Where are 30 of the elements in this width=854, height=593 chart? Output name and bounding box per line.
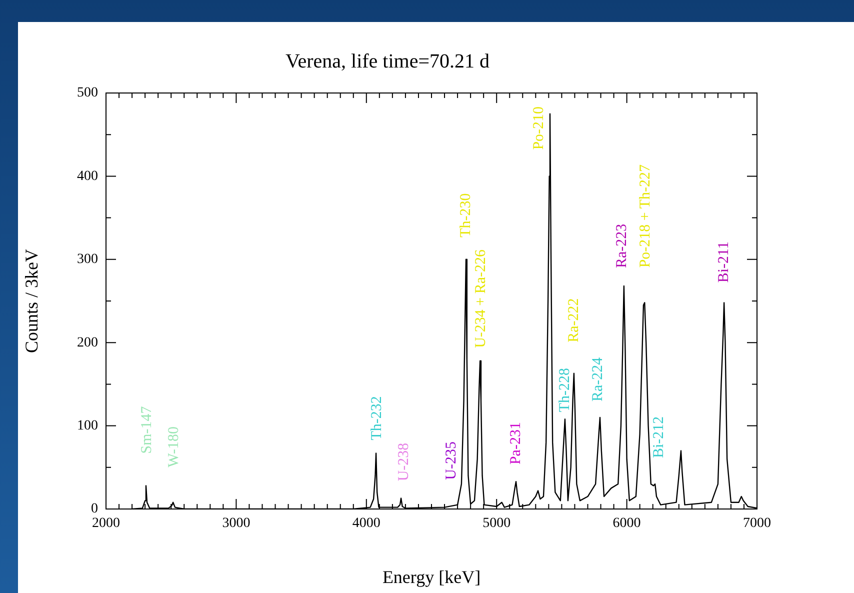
x-tick-label: 5000 bbox=[482, 516, 511, 532]
y-tick-label: 200 bbox=[77, 335, 98, 350]
annotation: Pa-231 bbox=[508, 422, 524, 465]
x-tick-label: 7000 bbox=[743, 516, 771, 532]
annotation: Th-230 bbox=[458, 193, 474, 238]
y-tick-label: 0 bbox=[91, 502, 98, 517]
annotation: Ra-223 bbox=[614, 224, 630, 268]
y-tick-label: 100 bbox=[77, 418, 98, 434]
annotation: Ra-222 bbox=[566, 298, 582, 342]
annotation: U-234 + Ra-226 bbox=[473, 248, 489, 348]
x-tick-label: 4000 bbox=[352, 516, 380, 532]
annotation: U-238 bbox=[396, 442, 412, 482]
x-tick-label: 3000 bbox=[222, 516, 250, 532]
annotation: Ra-224 bbox=[590, 356, 606, 402]
annotation: W-180 bbox=[166, 426, 182, 468]
x-tick-label: 6000 bbox=[612, 516, 641, 532]
annotation: U-235 bbox=[443, 442, 460, 480]
annotation: Po-210 bbox=[530, 106, 547, 150]
chart-title: Verena, life time=70.21 d bbox=[286, 50, 490, 72]
annotation: Th-228 bbox=[556, 368, 573, 412]
annotation: Th-232 bbox=[368, 396, 385, 440]
y-axis-title: Counts / 3keV bbox=[22, 248, 42, 354]
y-tick-label: 500 bbox=[77, 86, 98, 101]
y-tick-label: 400 bbox=[77, 168, 98, 184]
x-tick-label: 2000 bbox=[92, 516, 120, 532]
annotation: Bi-212 bbox=[650, 416, 667, 458]
annotation: Sm-147 bbox=[138, 406, 155, 454]
annotation: Bi-211 bbox=[716, 242, 732, 283]
y-tick-label: 300 bbox=[77, 252, 98, 268]
annotation: Po-218 + Th-227 bbox=[638, 164, 654, 268]
